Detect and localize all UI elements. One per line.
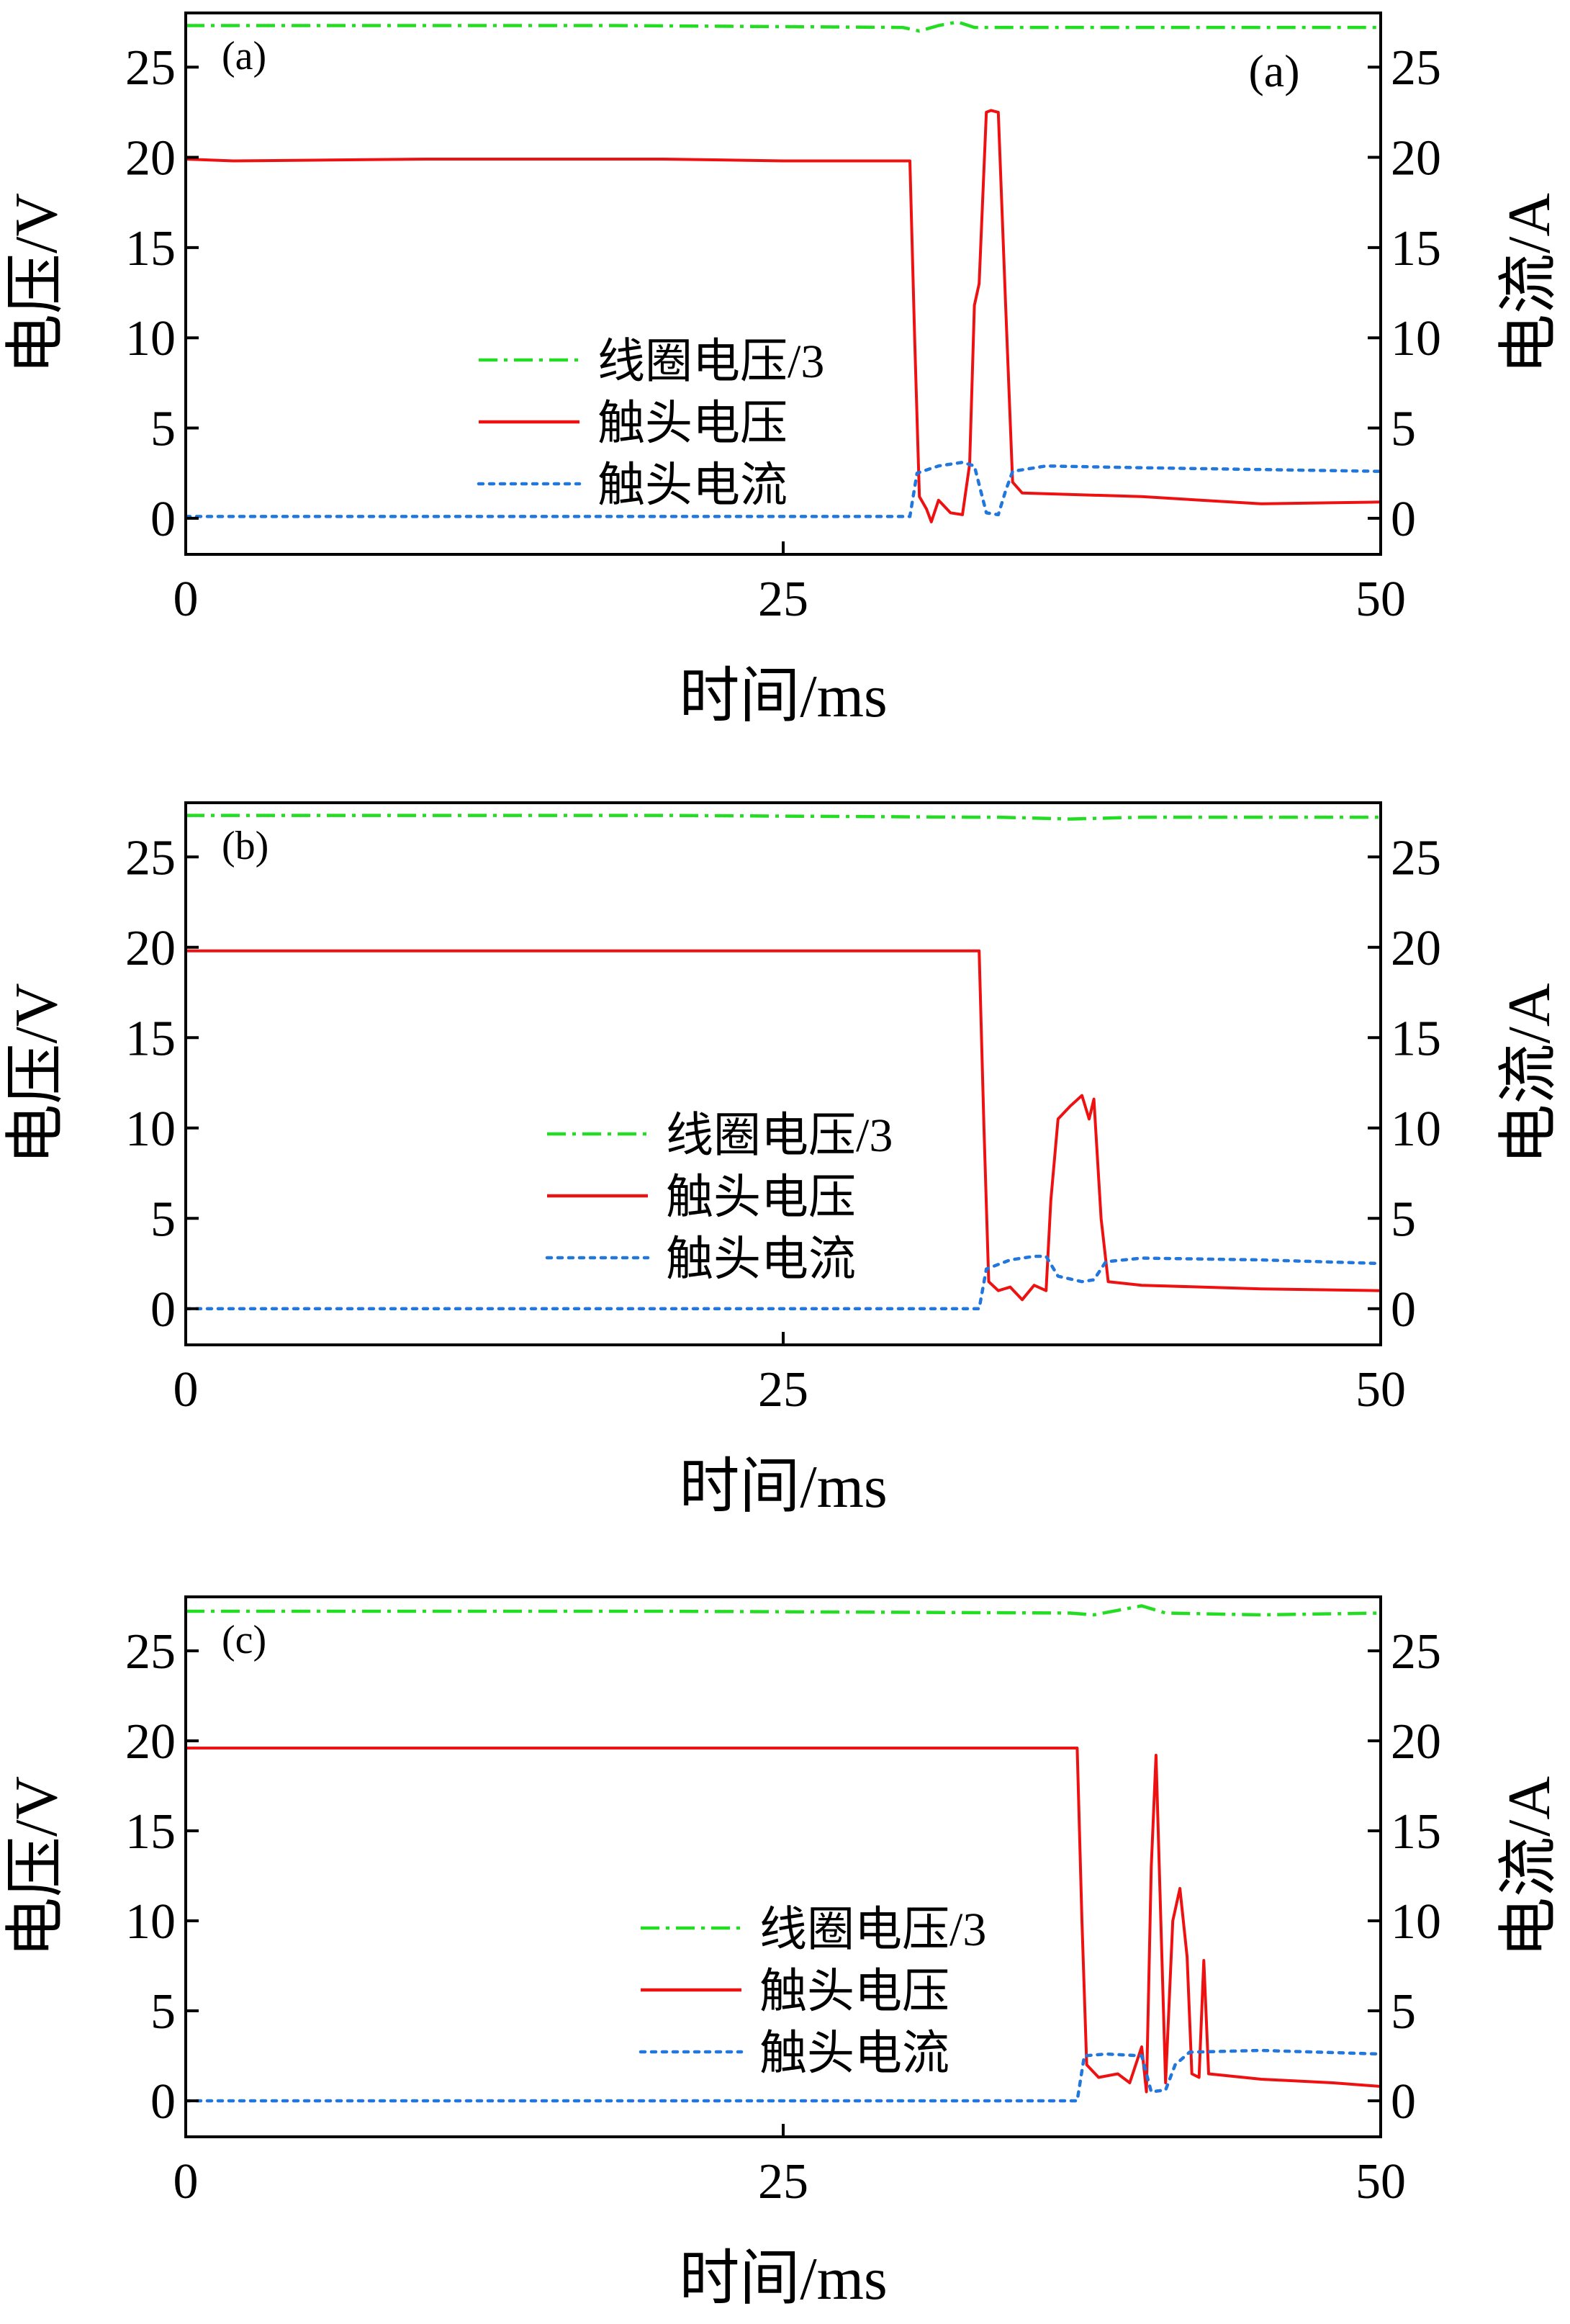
series-line-contact-current [186, 1254, 1381, 1311]
x-axis-title: 时间/ms [679, 1454, 887, 1521]
x-tick-label: 0 [173, 1362, 199, 1418]
y-tick-label-left: 15 [125, 1804, 176, 1860]
series-line-contact-voltage [186, 1747, 1381, 2094]
series-line-contact-current [186, 460, 1381, 518]
y-tick-label-right: 5 [1391, 1192, 1416, 1247]
y-tick-label-left: 5 [150, 1984, 176, 2040]
x-axis-title: 时间/ms [679, 663, 887, 730]
y-tick-label-right: 5 [1391, 402, 1416, 457]
y-tick-label-left: 0 [150, 1282, 176, 1338]
y-tick-label-right: 20 [1391, 921, 1441, 976]
chart-panel-c: 0 0 5 5 10 10 15 15 20 20 25 25 0 25 50 时间/ms 电压/V 电流/A (c… [3, 1595, 1563, 2312]
legend-label: 触头电压 [597, 397, 788, 450]
y-axis-title-right: 电流/A [1496, 193, 1563, 374]
y-tick-label-left: 15 [125, 221, 176, 276]
y-tick-label-right: 15 [1391, 1804, 1441, 1860]
chart-panel-b: 0 0 5 5 10 10 15 15 20 20 25 25 0 25 50 时间/ms 电压/V 电流/A (b… [3, 801, 1563, 1521]
y-tick-label-right: 0 [1391, 2074, 1416, 2130]
y-tick-label-right: 20 [1391, 1714, 1441, 1770]
x-tick-label: 25 [758, 572, 808, 627]
series-line-contact-voltage [186, 109, 1381, 523]
y-tick-label-right: 10 [1391, 1894, 1441, 1950]
y-tick-label-left: 5 [150, 402, 176, 457]
y-tick-label-right: 25 [1391, 830, 1441, 886]
legend-label: 触头电流 [597, 459, 788, 512]
legend-label: 触头电流 [759, 2027, 949, 2080]
y-tick-label-left: 0 [150, 2074, 176, 2130]
x-tick-label: 50 [1355, 1362, 1406, 1418]
y-tick-label-right: 0 [1391, 1282, 1416, 1338]
y-axis-title-left: 电压/V [3, 983, 70, 1164]
x-tick-label: 50 [1355, 572, 1406, 627]
y-tick-label-left: 0 [150, 492, 176, 547]
y-tick-label-left: 10 [125, 311, 176, 366]
series-line-coil [186, 1604, 1381, 1617]
series-line-contact-current [186, 2048, 1381, 2103]
x-tick-label: 25 [758, 2154, 808, 2210]
y-tick-label-right: 10 [1391, 311, 1441, 366]
y-tick-label-right: 10 [1391, 1102, 1441, 1157]
series-line-coil [186, 814, 1381, 821]
legend-label: 触头电压 [759, 1965, 949, 2018]
y-axis-title-right: 电流/A [1496, 1776, 1563, 1958]
y-tick-label-left: 10 [125, 1894, 176, 1950]
y-axis-title-right: 电流/A [1496, 983, 1563, 1164]
legend-label: 线圈电压/3 [666, 1109, 893, 1162]
x-tick-label: 25 [758, 1362, 808, 1418]
y-tick-label-left: 25 [125, 830, 176, 886]
y-tick-label-right: 0 [1391, 492, 1416, 547]
panel-label: (b) [222, 824, 269, 868]
series-line-contact-voltage [186, 949, 1381, 1302]
y-tick-label-left: 20 [125, 921, 176, 976]
y-tick-label-right: 25 [1391, 40, 1441, 96]
x-tick-label: 0 [173, 572, 199, 627]
panel-label: (a) [222, 34, 266, 78]
y-tick-label-left: 20 [125, 131, 176, 186]
y-tick-label-right: 15 [1391, 1011, 1441, 1066]
y-axis-title-left: 电压/V [3, 1776, 70, 1958]
y-axis-title-left: 电压/V [3, 193, 70, 374]
x-axis-title: 时间/ms [679, 2246, 887, 2312]
legend-label: 线圈电压/3 [759, 1904, 986, 1956]
y-tick-label-left: 25 [125, 1624, 176, 1680]
x-tick-label: 50 [1355, 2154, 1406, 2210]
y-tick-label-left: 15 [125, 1011, 176, 1066]
series-line-coil [186, 20, 1381, 33]
y-tick-label-right: 20 [1391, 131, 1441, 186]
y-tick-label-right: 5 [1391, 1984, 1416, 2040]
y-tick-label-left: 5 [150, 1192, 176, 1247]
y-tick-label-left: 25 [125, 40, 176, 96]
y-tick-label-left: 10 [125, 1102, 176, 1157]
panel-label-secondary: (a) [1248, 45, 1299, 96]
chart-panel-a: 0 0 5 5 10 10 15 15 20 20 25 25 0 25 50 时间/ms 电压/V 电流/A (a… [3, 12, 1563, 730]
legend-label: 线圈电压/3 [597, 335, 824, 388]
y-tick-label-left: 20 [125, 1714, 176, 1770]
legend-label: 触头电流 [666, 1233, 856, 1286]
y-tick-label-right: 15 [1391, 221, 1441, 276]
y-tick-label-right: 25 [1391, 1624, 1441, 1680]
x-tick-label: 0 [173, 2154, 199, 2210]
panel-label: (c) [222, 1618, 266, 1662]
legend-label: 触头电压 [666, 1171, 856, 1224]
